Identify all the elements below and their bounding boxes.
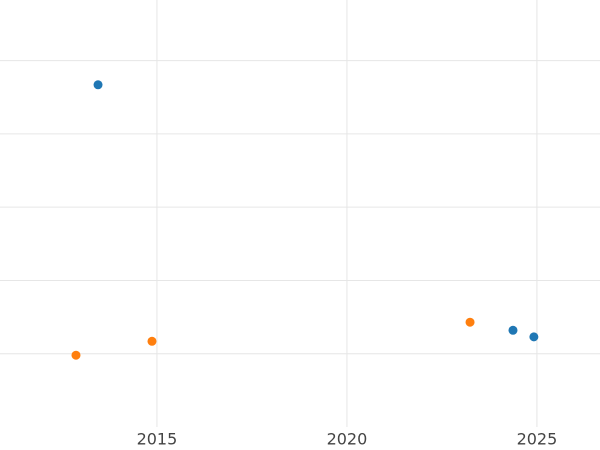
- point: [71, 350, 81, 360]
- point: [508, 325, 518, 335]
- point: [529, 332, 539, 342]
- x-tick-label: 2025: [517, 430, 558, 449]
- point: [93, 80, 103, 90]
- x-tick-label: 2015: [137, 430, 178, 449]
- x-tick-label: 2020: [327, 430, 368, 449]
- point: [465, 317, 475, 327]
- point: [147, 336, 157, 346]
